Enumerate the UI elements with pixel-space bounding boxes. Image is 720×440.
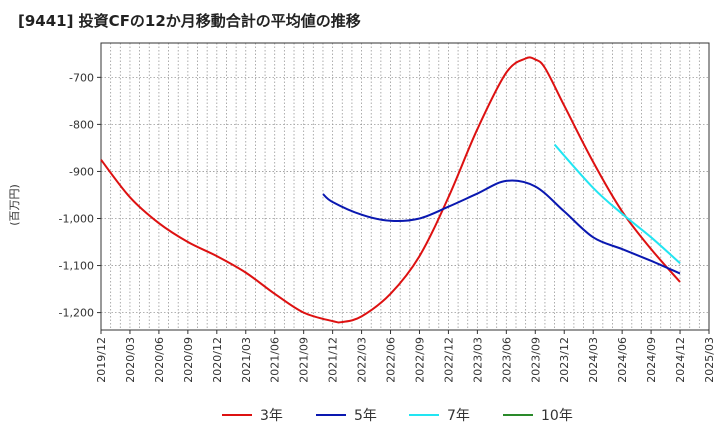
y-tick-label: -1,100 [59,260,94,273]
legend-label: 7年 [447,408,470,424]
x-tick-label: 2020/03 [124,337,137,383]
y-tick-label: -700 [69,71,94,84]
legend-label: 3年 [260,408,283,424]
x-tick-label: 2024/09 [645,337,658,383]
x-tick-label: 2022/09 [413,337,426,383]
x-tick-label: 2021/09 [298,337,311,383]
x-tick-label: 2021/06 [269,337,282,383]
x-tick-label: 2020/09 [182,337,195,383]
plot-area-border [100,42,710,331]
x-tick-label: 2021/12 [327,337,340,383]
x-tick-label: 2023/09 [529,337,542,383]
x-tick-label: 2024/06 [616,337,629,383]
legend-label: 5年 [354,408,377,424]
series-line-3年 [100,56,681,324]
y-axis-ticks: -700 -800 -900 -1,000 -1,100 -1,200 [59,71,101,320]
x-tick-label: 2020/06 [153,337,166,383]
x-tick-label: 2023/12 [558,337,571,383]
series-line-5年 [322,179,681,275]
series-lines [100,56,681,324]
legend: 3年 5年 7年 10年 [222,408,573,424]
x-tick-label: 2019/12 [95,337,108,383]
chart-title: [9441] 投資CFの12か月移動合計の平均値の推移 [18,12,361,30]
x-tick-label: 2025/03 [703,337,716,383]
x-tick-label: 2024/03 [587,337,600,383]
x-tick-label: 2023/06 [500,337,513,383]
legend-label: 10年 [541,408,573,424]
x-axis-ticks: 2019/12 2020/03 2020/06 2020/09 2020/12 2021/… [95,330,716,383]
x-tick-label: 2022/03 [356,337,369,383]
gridlines [100,43,710,330]
x-tick-label: 2021/03 [240,337,253,383]
x-tick-label: 2022/06 [385,337,398,383]
x-tick-label: 2024/12 [674,337,687,383]
x-tick-label: 2020/12 [211,337,224,383]
x-tick-label: 2023/03 [471,337,484,383]
y-tick-label: -1,000 [59,212,94,225]
y-tick-label: -900 [69,165,94,178]
y-tick-label: -800 [69,118,94,131]
y-tick-label: -1,200 [59,307,94,320]
series-line-7年 [553,143,681,264]
x-tick-label: 2022/12 [442,337,455,383]
